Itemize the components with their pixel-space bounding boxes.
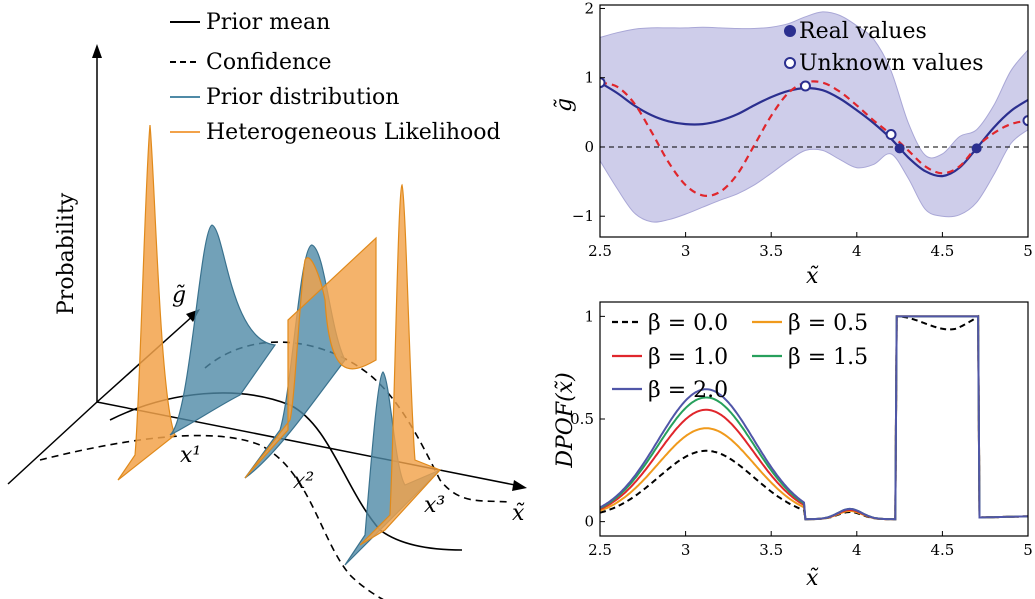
top-xtick-label-4: 4.5 [930, 242, 954, 260]
top-xtick-label-0: 2.5 [588, 242, 612, 260]
probability-axis-arrow [92, 44, 102, 58]
bottom-xtick-label-1: 3 [681, 541, 691, 559]
likelihood-x1 [117, 124, 176, 481]
legend-marker-real [784, 25, 796, 37]
dpof-curve-0 [600, 314, 1028, 521]
likelihood-x2 [244, 236, 377, 479]
top-ytick-label-3: 2 [584, 0, 594, 17]
bottom-ytick-label-2: 1 [584, 307, 594, 325]
top-chart-frame [599, 4, 1029, 238]
dpof-curve-4 [600, 315, 1028, 521]
top-xlabel: x̃ [806, 264, 819, 289]
unknown-value-point-2 [885, 129, 897, 141]
top-chart: 2.5 3 3.5 4 4.5 5 −1 0 1 2 Real values Unknown val… [552, 0, 1033, 289]
bottom-chart: 2.5 3 3.5 4 4.5 5 0 0.5 1 β = 0.0 β = 0.5 β = 1.0 β… [553, 301, 1033, 591]
legend-label-prior-mean: Prior mean [206, 10, 330, 35]
legend-label-real: Real values [799, 19, 927, 44]
bottom-xtick-label-3: 4 [852, 541, 862, 559]
bottom-xtick-label-4: 4.5 [930, 541, 954, 559]
g-tilde-label: g̃ [172, 283, 186, 308]
point-label-x2: x² [293, 469, 314, 494]
legend-label-likelihood: Heterogeneous Likelihood [206, 120, 501, 145]
point-label-x1: x¹ [180, 443, 201, 468]
legend-label-unknown: Unknown values [799, 51, 984, 76]
top-ytick-label-1: 0 [584, 138, 594, 156]
unknown-value-point-1 [799, 80, 811, 92]
real-value-point-1 [971, 143, 982, 154]
legend-label-confidence: Confidence [206, 50, 332, 75]
sample-curve [600, 80, 1028, 197]
bottom-ytick-label-0: 0 [584, 513, 594, 531]
bottom-xlabel: x̃ [806, 566, 819, 591]
top-xtick-label-2: 3.5 [759, 242, 783, 260]
unknown-value-point-0 [600, 77, 606, 89]
bottom-ylabel: DPOF(x̃) [553, 372, 578, 468]
legend-label-beta-1: β = 0.5 [788, 311, 868, 336]
likelihood-x3 [359, 183, 442, 546]
bottom-ytick-label-1: 0.5 [570, 410, 594, 428]
top-ytick-label-0: −1 [572, 207, 594, 225]
legend-label-beta-0: β = 0.0 [648, 311, 728, 336]
legend-label-beta-3: β = 1.5 [788, 345, 868, 370]
legend-label-beta-2: β = 1.0 [648, 345, 728, 370]
mean-curve [600, 81, 1028, 178]
x-axis-3d-arrow [512, 480, 527, 491]
top-ylabel: g̃ [552, 98, 577, 112]
left-legend: Prior mean Confidence Prior distribution… [170, 10, 501, 145]
confidence-lower-curve [39, 434, 384, 599]
top-xtick-label-5: 5 [1023, 242, 1033, 260]
bottom-chart-frame [599, 301, 1029, 537]
base-line [7, 401, 98, 485]
likelihood-illustration: Probability g̃ x̃ x¹ x² x³ Prior mean Co… [7, 10, 527, 599]
top-ytick-label-2: 1 [584, 69, 594, 87]
legend-label-prior-distribution: Prior distribution [206, 85, 399, 110]
top-xtick-label-3: 4 [852, 242, 862, 260]
legend-label-beta-4: β = 2.0 [648, 378, 728, 403]
bottom-xtick-label-0: 2.5 [588, 541, 612, 559]
unknown-value-point-3 [1022, 115, 1028, 127]
bottom-xtick-label-5: 5 [1023, 541, 1033, 559]
real-value-point-0 [894, 143, 905, 154]
probability-label: Probability [54, 192, 79, 315]
top-xtick-label-1: 3 [681, 242, 691, 260]
bottom-xtick-label-2: 3.5 [759, 541, 783, 559]
point-label-x3: x³ [424, 493, 445, 518]
prior-x1 [169, 224, 277, 436]
x-tilde-label-3d: x̃ [512, 501, 525, 526]
legend-marker-unknown [784, 57, 796, 69]
